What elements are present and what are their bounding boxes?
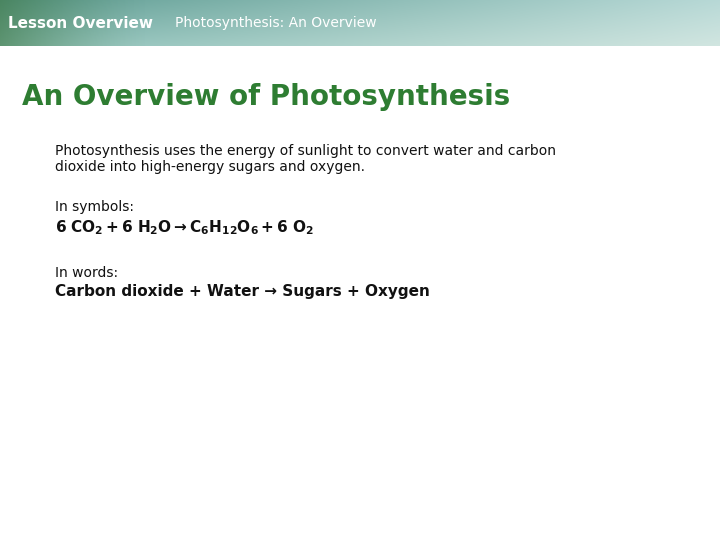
- Text: An Overview of Photosynthesis: An Overview of Photosynthesis: [22, 83, 510, 111]
- Text: Carbon dioxide + Water → Sugars + Oxygen: Carbon dioxide + Water → Sugars + Oxygen: [55, 284, 430, 299]
- Text: In symbols:: In symbols:: [55, 200, 134, 214]
- Text: Photosynthesis uses the energy of sunlight to convert water and carbon: Photosynthesis uses the energy of sunlig…: [55, 144, 556, 158]
- Text: $\mathbf{6\ CO_2 + 6\ H_2O \rightarrow C_6H_{12}O_6 + 6\ O_2}$: $\mathbf{6\ CO_2 + 6\ H_2O \rightarrow C…: [55, 218, 314, 237]
- Text: Photosynthesis: An Overview: Photosynthesis: An Overview: [175, 16, 377, 30]
- Text: In words:: In words:: [55, 266, 118, 280]
- Text: dioxide into high-energy sugars and oxygen.: dioxide into high-energy sugars and oxyg…: [55, 160, 365, 174]
- Text: Lesson Overview: Lesson Overview: [8, 16, 153, 30]
